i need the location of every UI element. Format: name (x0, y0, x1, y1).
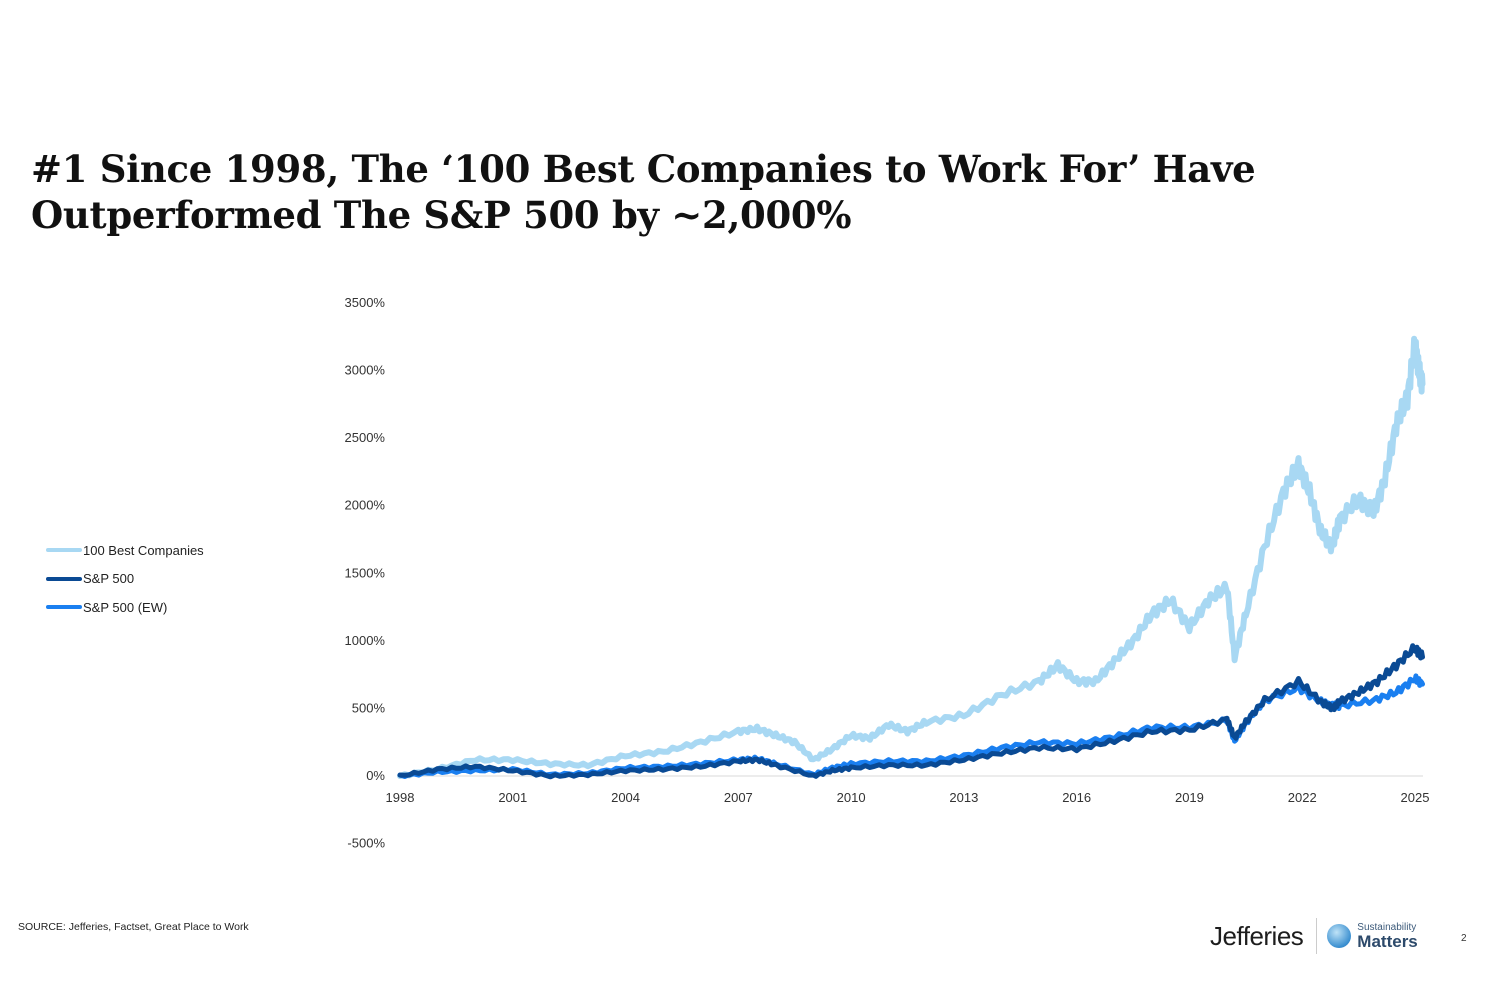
y-tick-label: 0% (366, 768, 385, 783)
x-axis-ticks: 1998 2001 2004 2007 2010 2013 2016 2019 2022 2025 (386, 790, 1430, 805)
x-tick-label: 2019 (1175, 790, 1204, 805)
series-lines (397, 335, 1426, 780)
y-tick-label: 500% (352, 700, 386, 715)
page-number: 2 (1461, 933, 1467, 944)
legend-item-sp500-ew: S&P 500 (EW) (46, 593, 204, 622)
x-tick-label: 2025 (1401, 790, 1430, 805)
x-tick-label: 1998 (386, 790, 415, 805)
y-tick-label: 1500% (345, 565, 386, 580)
y-tick-label: 2500% (345, 430, 386, 445)
legend-item-sp500: S&P 500 (46, 565, 204, 594)
sustainability-text: Sustainability (1357, 921, 1417, 933)
source-note: SOURCE: Jefferies, Factset, Great Place … (18, 921, 249, 933)
footer-logos: Jefferies Sustainability Matters (1210, 918, 1418, 954)
legend-swatch (46, 605, 82, 610)
legend: 100 Best Companies S&P 500 S&P 500 (EW) (46, 536, 204, 622)
y-tick-label: 3500% (345, 295, 386, 310)
globe-icon (1327, 924, 1352, 948)
legend-label: S&P 500 (EW) (83, 599, 168, 615)
y-tick-label: 2000% (345, 498, 386, 513)
matters-text: Matters (1357, 931, 1418, 951)
slide-title: #1 Since 1998, The ‘100 Best Companies t… (31, 147, 1256, 237)
legend-swatch (46, 548, 82, 553)
jefferies-logo: Jefferies (1210, 920, 1304, 951)
x-tick-label: 2001 (498, 790, 527, 805)
legend-label: S&P 500 (83, 571, 135, 587)
x-tick-label: 2013 (949, 790, 978, 805)
x-tick-label: 2016 (1062, 790, 1091, 805)
logo-divider (1316, 918, 1318, 954)
y-tick-label: -500% (347, 836, 385, 851)
legend-swatch (46, 576, 82, 581)
legend-label: 100 Best Companies (83, 542, 204, 558)
x-tick-label: 2010 (837, 790, 866, 805)
x-tick-label: 2007 (724, 790, 753, 805)
series-line-0 (397, 335, 1426, 779)
y-tick-label: 3000% (345, 363, 386, 378)
x-tick-label: 2022 (1288, 790, 1317, 805)
y-axis-ticks: 3500% 3000% 2500% 2000% 1500% 1000% 500% 0% -500… (345, 295, 386, 851)
legend-item-100-best: 100 Best Companies (46, 536, 204, 565)
series-line-1 (397, 643, 1425, 780)
x-tick-label: 2004 (611, 790, 640, 805)
y-tick-label: 1000% (345, 633, 386, 648)
sustainability-matters-logo: Sustainability Matters (1357, 921, 1418, 951)
